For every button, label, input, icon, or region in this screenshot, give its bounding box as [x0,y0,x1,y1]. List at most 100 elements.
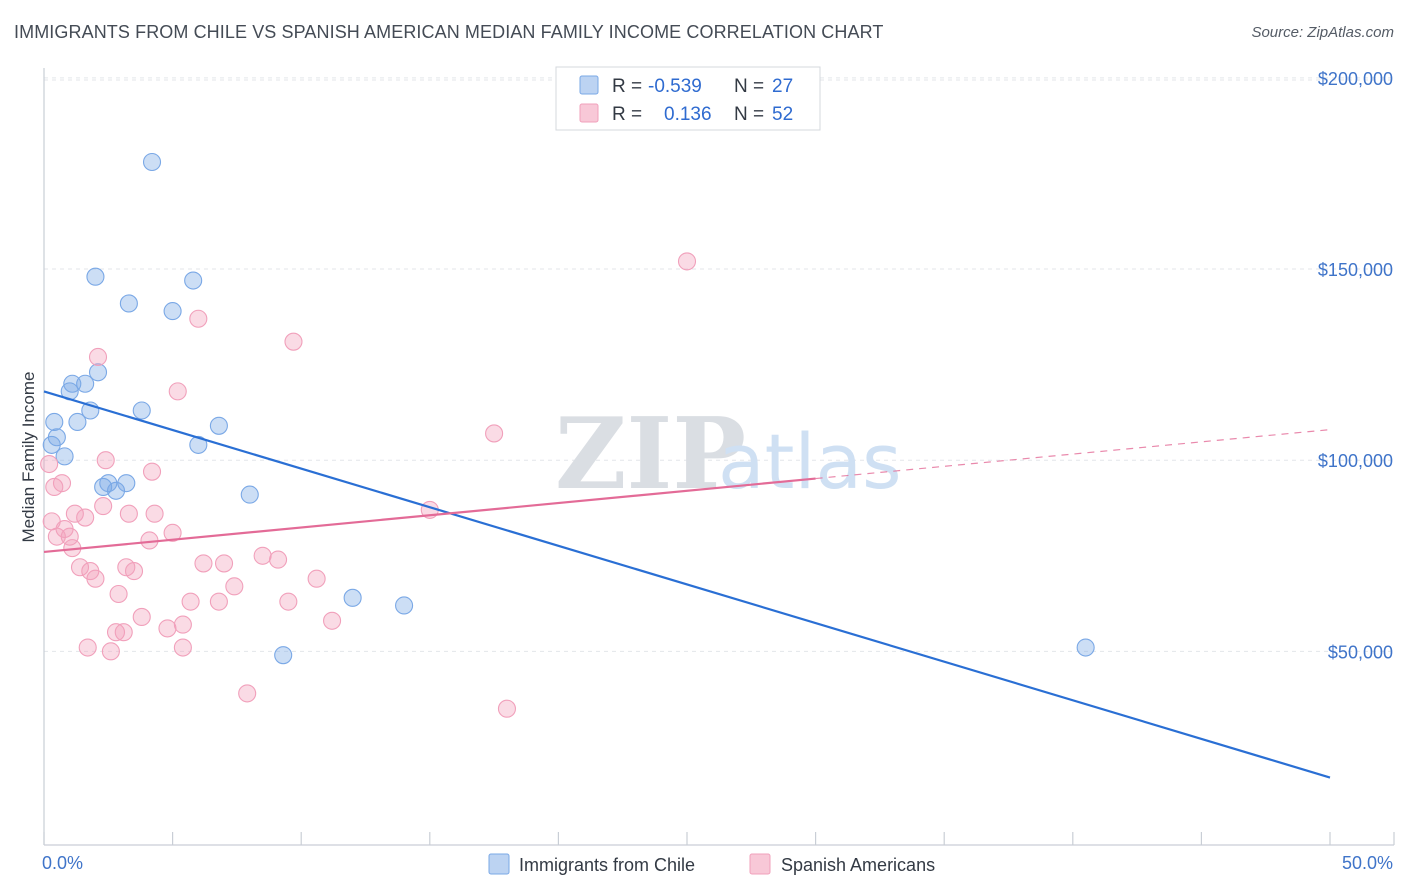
point-chile-13 [106,481,126,500]
point-chile-21 [209,416,228,435]
trend-line-spanish-extension [815,429,1331,480]
trend-line-spanish [43,477,816,554]
point-spanish-18 [106,623,126,642]
point-spanish-15 [94,497,113,516]
point-spanish-32 [173,638,192,657]
point-spanish-43 [284,332,303,351]
point-spanish-10 [76,508,95,527]
point-spanish-16 [96,451,115,470]
data-points [40,152,1095,718]
point-spanish-38 [225,577,244,596]
point-spanish-41 [269,550,288,569]
x-tick-label-start: 0.0% [42,853,83,873]
y-tick-label-2: $150,000 [1318,260,1393,280]
point-spanish-24 [132,607,151,626]
point-spanish-4 [52,474,72,493]
point-spanish-49 [677,252,697,271]
point-chile-6 [68,412,87,432]
point-spanish-34 [189,309,208,328]
legend-n-label-chile: N = [734,76,764,97]
point-chile-18 [163,302,182,321]
point-spanish-33 [181,592,200,611]
point-chile-3 [55,447,74,466]
point-spanish-31 [173,615,192,634]
point-spanish-26 [142,462,162,481]
y-tick-label-0: $50,000 [1328,642,1393,662]
legend-n-value-chile: 27 [772,76,793,97]
legend-r-value-chile: -0.539 [648,76,702,97]
point-spanish-6 [60,527,79,546]
point-chile-26 [1076,638,1095,657]
chart-title: IMMIGRANTS FROM CHILE VS SPANISH AMERICA… [14,22,884,42]
point-chile-22 [240,485,259,504]
legend-swatch-spanish [579,103,599,123]
point-chile-20 [189,435,208,454]
series-swatch-spanish [749,853,771,875]
point-spanish-0 [40,454,59,474]
y-tick-label-3: $200,000 [1318,69,1393,89]
y-tick-label-1: $100,000 [1318,451,1393,471]
y-axis-title: Median Family Income [19,371,38,542]
point-spanish-27 [145,504,164,523]
watermark-atlas: atlas [718,417,902,506]
legend-n-value-spanish: 52 [772,104,793,125]
point-chile-17 [142,152,162,172]
point-chile-10 [88,363,108,382]
point-chile-1 [45,412,64,432]
point-spanish-42 [279,592,298,611]
legend-n-label-spanish: N = [734,104,764,125]
point-spanish-14 [88,347,108,367]
series-legend: Immigrants from Chile Spanish Americans [488,853,935,875]
point-spanish-13 [86,569,105,588]
point-chile-5 [63,374,82,393]
point-chile-9 [86,267,105,286]
correlation-legend: R = -0.539 N = 27 R = 0.136 N = 52 [555,66,821,131]
source-label: Source: ZipAtlas.com [1251,24,1394,41]
series-label-spanish: Spanish Americans [781,855,935,875]
point-chile-15 [119,294,138,313]
point-chile-19 [184,271,203,290]
point-spanish-22 [119,504,138,523]
legend-r-value-spanish: 0.136 [664,104,712,125]
point-spanish-47 [485,424,504,443]
legend-swatch-chile [579,75,599,95]
point-chile-23 [274,646,293,665]
point-spanish-30 [168,382,187,401]
gridlines [44,77,1394,652]
y-tick-labels: $50,000 $100,000 $150,000 $200,000 [1318,69,1393,662]
x-tick-labels: 0.0% 50.0% [42,853,1393,873]
x-ticks [43,832,1395,845]
trend-line-chile [43,390,1331,779]
x-tick-label-end: 50.0% [1342,853,1393,873]
point-spanish-17 [101,642,120,661]
point-spanish-37 [214,554,234,573]
point-spanish-39 [238,684,257,703]
series-label-chile: Immigrants from Chile [519,855,695,875]
point-spanish-36 [209,592,228,611]
point-spanish-28 [158,619,177,638]
point-spanish-45 [323,611,342,630]
point-chile-12 [99,474,118,493]
point-spanish-8 [65,504,84,523]
point-chile-16 [132,401,151,420]
point-spanish-23 [124,562,144,581]
point-spanish-20 [114,623,133,642]
point-chile-14 [117,474,136,493]
point-chile-25 [395,596,414,615]
legend-r-label-spanish: R = [612,104,642,125]
point-spanish-29 [163,523,182,542]
watermark-zip: ZIP [555,397,746,512]
point-spanish-40 [253,546,272,565]
point-spanish-3 [47,527,66,546]
point-chile-2 [47,428,66,447]
series-swatch-chile [488,853,510,875]
point-chile-7 [76,374,95,393]
watermark: ZIP atlas [555,397,902,512]
axes [43,68,1394,846]
legend-box [555,66,821,131]
point-spanish-35 [194,554,213,573]
trend-lines [43,390,1331,779]
point-spanish-48 [497,699,517,718]
point-chile-24 [343,588,362,607]
